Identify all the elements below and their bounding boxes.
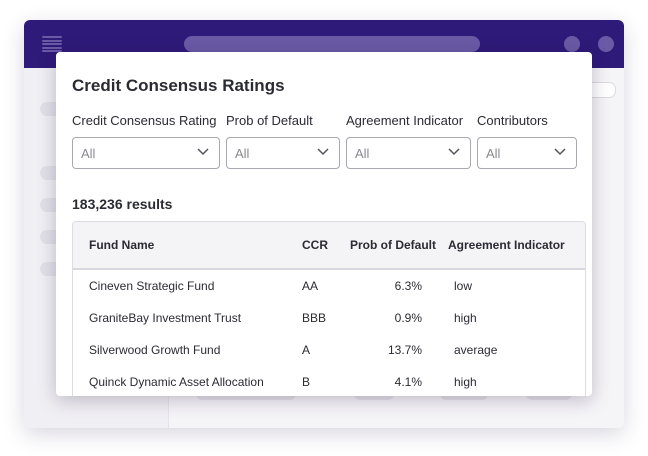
search-bar-placeholder[interactable]: [184, 36, 480, 52]
cell-prob-default: 0.9%: [394, 311, 422, 325]
cell-fund-name: Silverwood Growth Fund: [89, 343, 221, 357]
cell-fund-name: GraniteBay Investment Trust: [89, 311, 242, 325]
contributors-select-value: All: [486, 146, 501, 161]
filter-label-agreement: Agreement Indicator: [346, 113, 464, 128]
ccr-select-value: All: [81, 146, 96, 161]
table-row[interactable]: Cineven Strategic Fund AA 6.3% low: [73, 270, 585, 303]
cell-ccr: A: [302, 343, 311, 357]
cell-ccr: BBB: [302, 311, 327, 325]
cell-fund-name: Quinck Dynamic Asset Allocation: [89, 375, 264, 389]
table-row[interactable]: Quinck Dynamic Asset Allocation B 4.1% h…: [73, 366, 585, 396]
cell-prob-default: 6.3%: [394, 279, 422, 293]
prob-default-select[interactable]: All: [226, 137, 340, 169]
agreement-select[interactable]: All: [346, 137, 471, 169]
filter-label-prob-default: Prob of Default: [226, 113, 313, 128]
dialog-title: Credit Consensus Ratings: [72, 76, 285, 95]
column-header-fund-name[interactable]: Fund Name: [89, 238, 155, 252]
cell-fund-name: Cineven Strategic Fund: [89, 279, 215, 293]
agreement-select-value: All: [355, 146, 370, 161]
chevron-down-icon: [317, 148, 329, 156]
cell-ccr: AA: [302, 279, 319, 293]
cell-agreement: average: [454, 343, 498, 357]
menu-icon[interactable]: [42, 36, 62, 52]
cell-agreement: high: [454, 311, 477, 325]
chevron-down-icon: [197, 148, 209, 156]
column-header-ccr[interactable]: CCR: [302, 238, 328, 252]
notification-icon[interactable]: [564, 36, 580, 52]
table-row[interactable]: Silverwood Growth Fund A 13.7% average: [73, 334, 585, 367]
cell-prob-default: 13.7%: [387, 343, 422, 357]
prob-default-select-value: All: [235, 146, 250, 161]
chevron-down-icon: [554, 148, 566, 156]
cell-ccr: B: [302, 375, 311, 389]
table-header: Fund Name CCR Prob of Default Agreement …: [73, 222, 585, 270]
avatar[interactable]: [598, 36, 614, 52]
column-header-prob-default[interactable]: Prob of Default: [350, 238, 436, 252]
credit-ratings-dialog: Credit Consensus Ratings Credit Consensu…: [56, 52, 592, 396]
cell-prob-default: 4.1%: [394, 375, 422, 389]
column-header-agreement[interactable]: Agreement Indicator: [448, 238, 565, 252]
filter-label-contributors: Contributors: [477, 113, 548, 128]
table-row[interactable]: GraniteBay Investment Trust BBB 0.9% hig…: [73, 302, 585, 335]
contributors-select[interactable]: All: [477, 137, 577, 169]
ccr-select[interactable]: All: [72, 137, 220, 169]
chevron-down-icon: [448, 148, 460, 156]
cell-agreement: low: [454, 279, 473, 293]
results-table: Fund Name CCR Prob of Default Agreement …: [72, 221, 586, 396]
cell-agreement: high: [454, 375, 477, 389]
results-count: 183,236 results: [72, 196, 173, 212]
filter-label-ccr: Credit Consensus Rating: [72, 113, 217, 128]
